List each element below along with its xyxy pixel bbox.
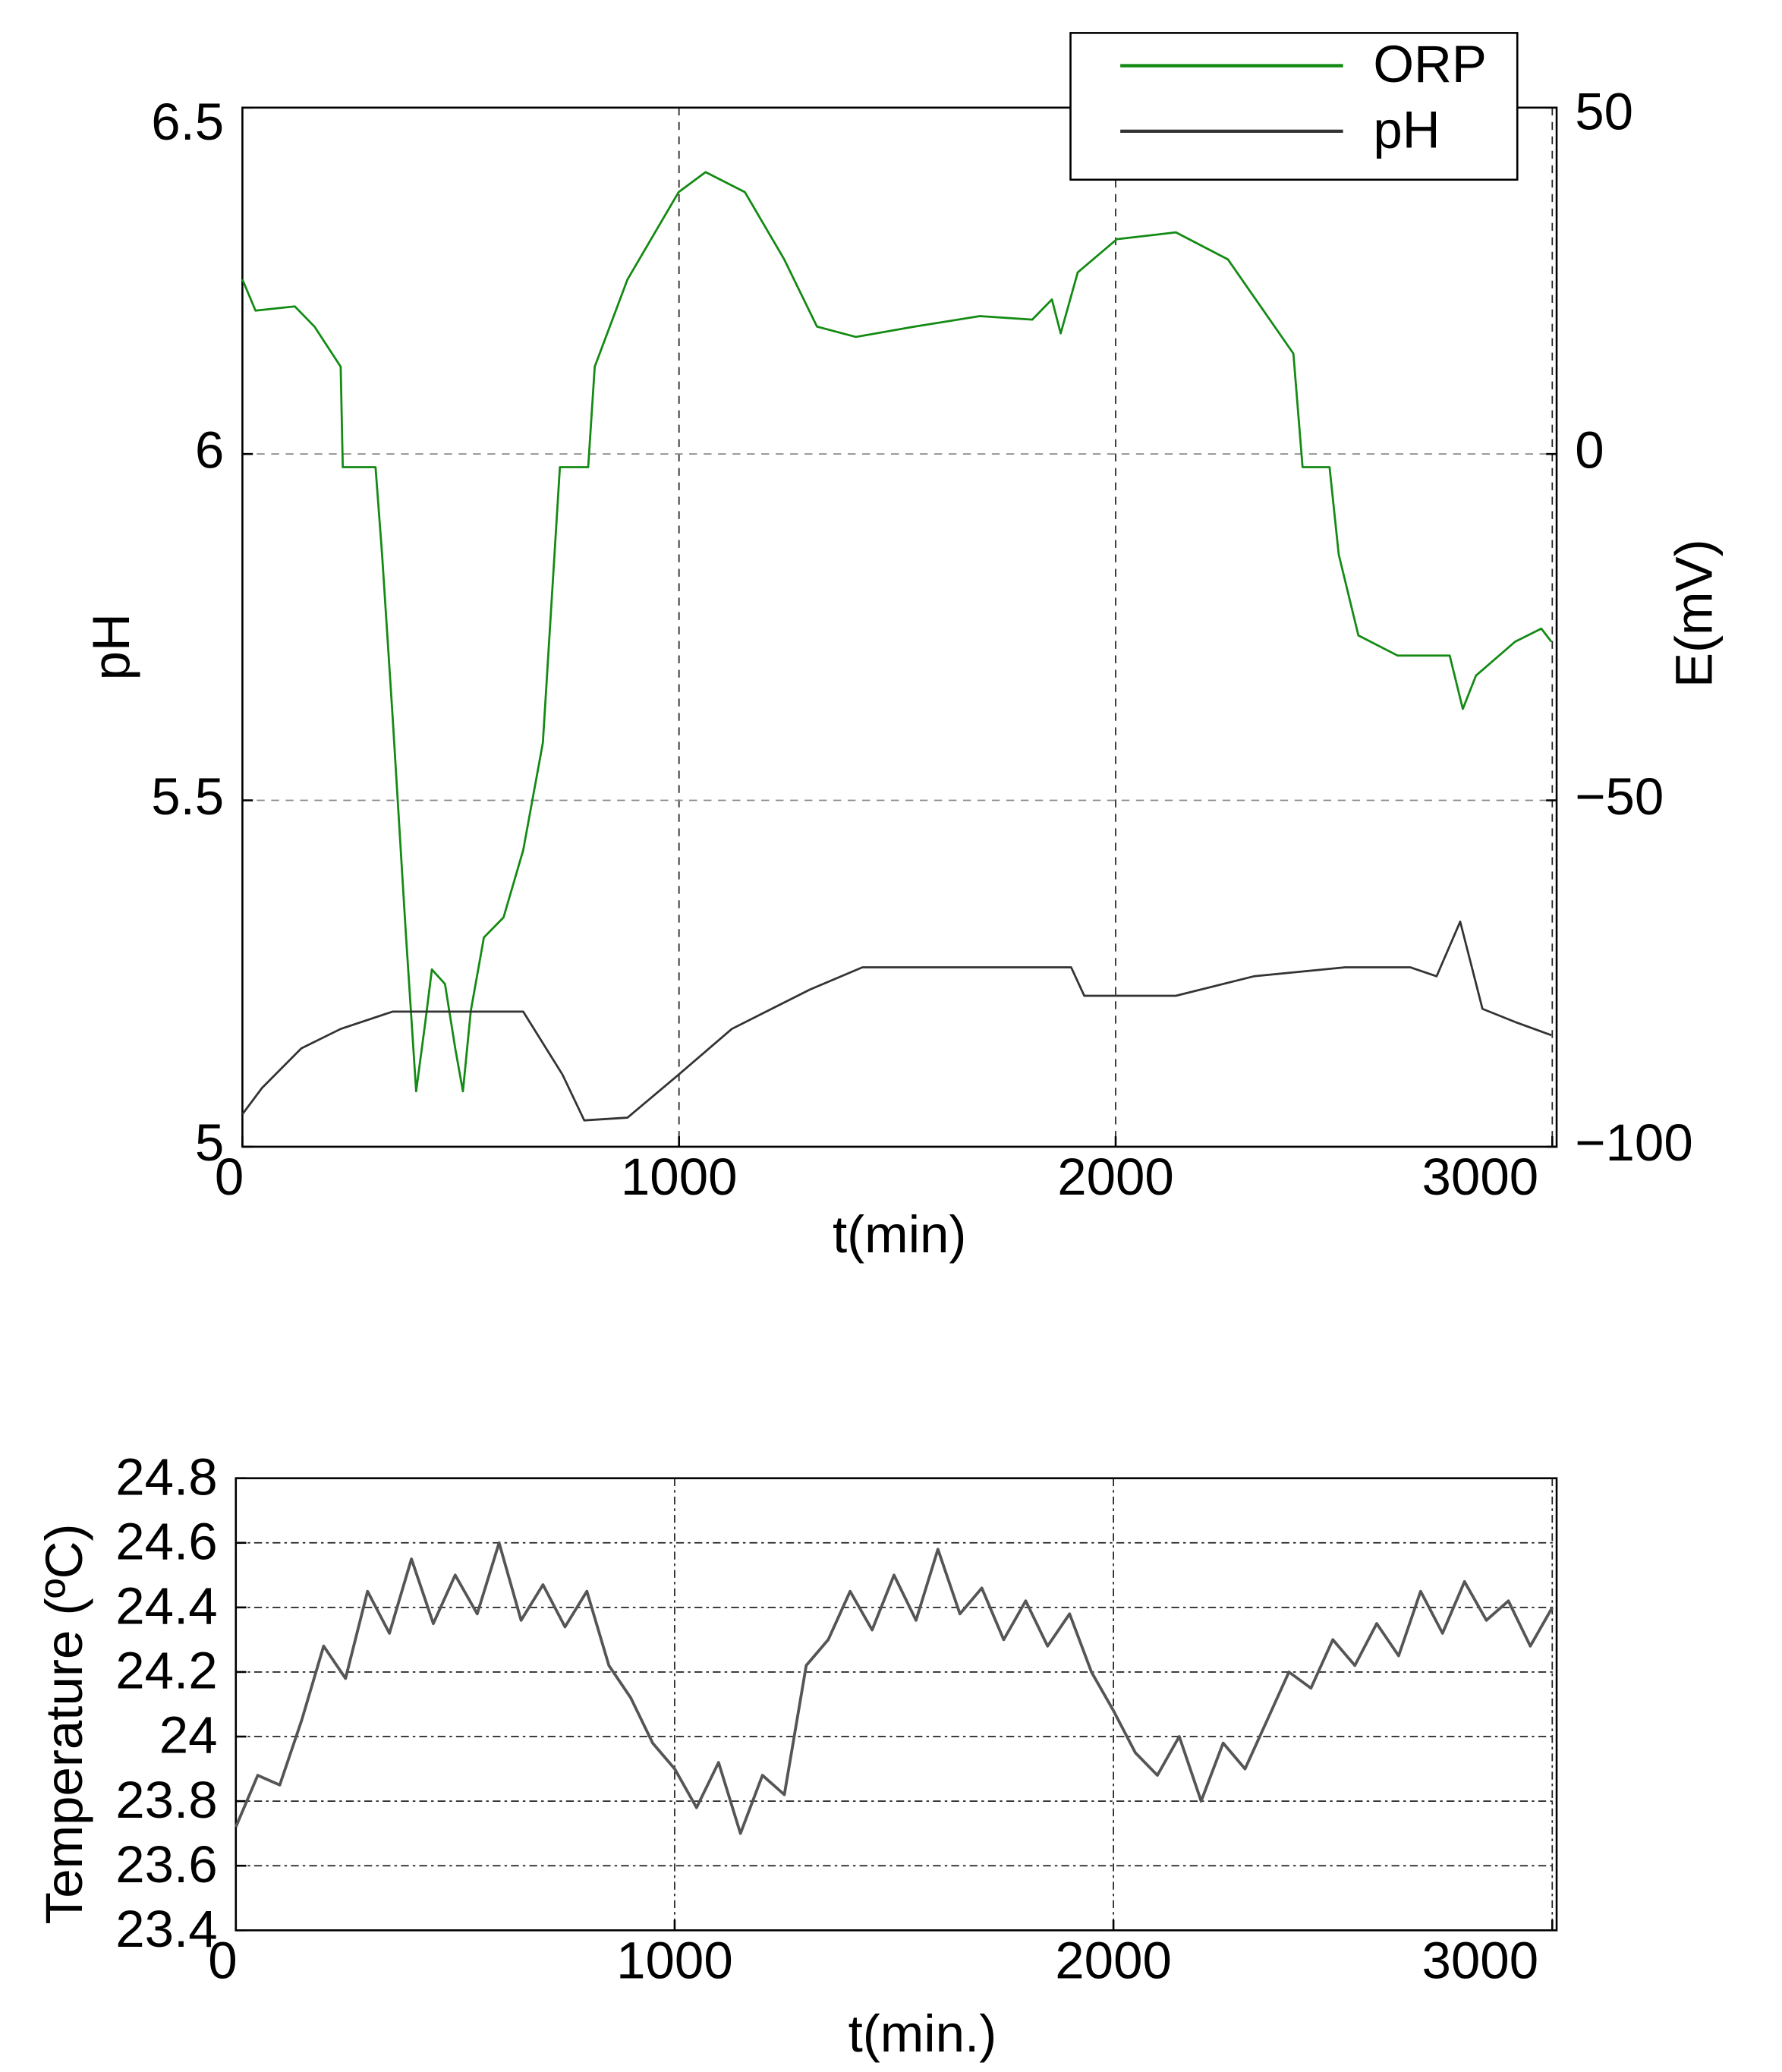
x-tick-label: 3000 (1422, 1147, 1539, 1206)
x-tick-label: 2000 (1057, 1147, 1174, 1206)
x-axis-label: t(min.) (848, 2004, 997, 2063)
y-tick-label: 23.4 (115, 1899, 217, 1958)
y2-tick-label: 0 (1575, 420, 1604, 479)
y-tick-label: 6.5 (151, 92, 224, 151)
x-axis-label: t(min) (833, 1204, 966, 1264)
y2-tick-label: −100 (1575, 1113, 1693, 1172)
x-tick-label: 1000 (621, 1147, 738, 1206)
y-tick-label: 5.5 (151, 767, 224, 826)
y-tick-label: 5 (195, 1113, 224, 1172)
x-tick-label: 2000 (1055, 1930, 1172, 1989)
y-tick-label: 24 (159, 1705, 218, 1765)
y-tick-label: 24.4 (115, 1576, 217, 1636)
y-axis-label: Temperature (ºC) (34, 1523, 93, 1924)
x-tick-label: 1000 (616, 1930, 733, 1989)
y-tick-label: 23.6 (115, 1834, 217, 1894)
x-tick-label: 0 (215, 1147, 244, 1206)
x-tick-label: 0 (208, 1930, 237, 1989)
y-tick-label: 24.2 (115, 1641, 217, 1700)
legend-box (1069, 32, 1519, 181)
legend-label: ORP (1373, 34, 1487, 93)
y-tick-label: 6 (195, 420, 224, 479)
y-tick-label: 24.8 (115, 1447, 217, 1506)
y2-axis-label: E(mV) (1664, 539, 1724, 688)
plot-frame (241, 106, 1558, 1148)
plot-frame (235, 1477, 1558, 1932)
x-tick-label: 3000 (1422, 1930, 1539, 1989)
data-line (241, 171, 1553, 1093)
y2-tick-label: 50 (1575, 81, 1633, 140)
y-tick-label: 24.6 (115, 1511, 217, 1570)
y-tick-label: 23.8 (115, 1770, 217, 1829)
data-line (241, 920, 1552, 1122)
y-axis-label: pH (81, 613, 140, 680)
y2-tick-label: −50 (1575, 767, 1664, 826)
legend-label: pH (1373, 100, 1440, 159)
data-line (235, 1541, 1554, 1835)
